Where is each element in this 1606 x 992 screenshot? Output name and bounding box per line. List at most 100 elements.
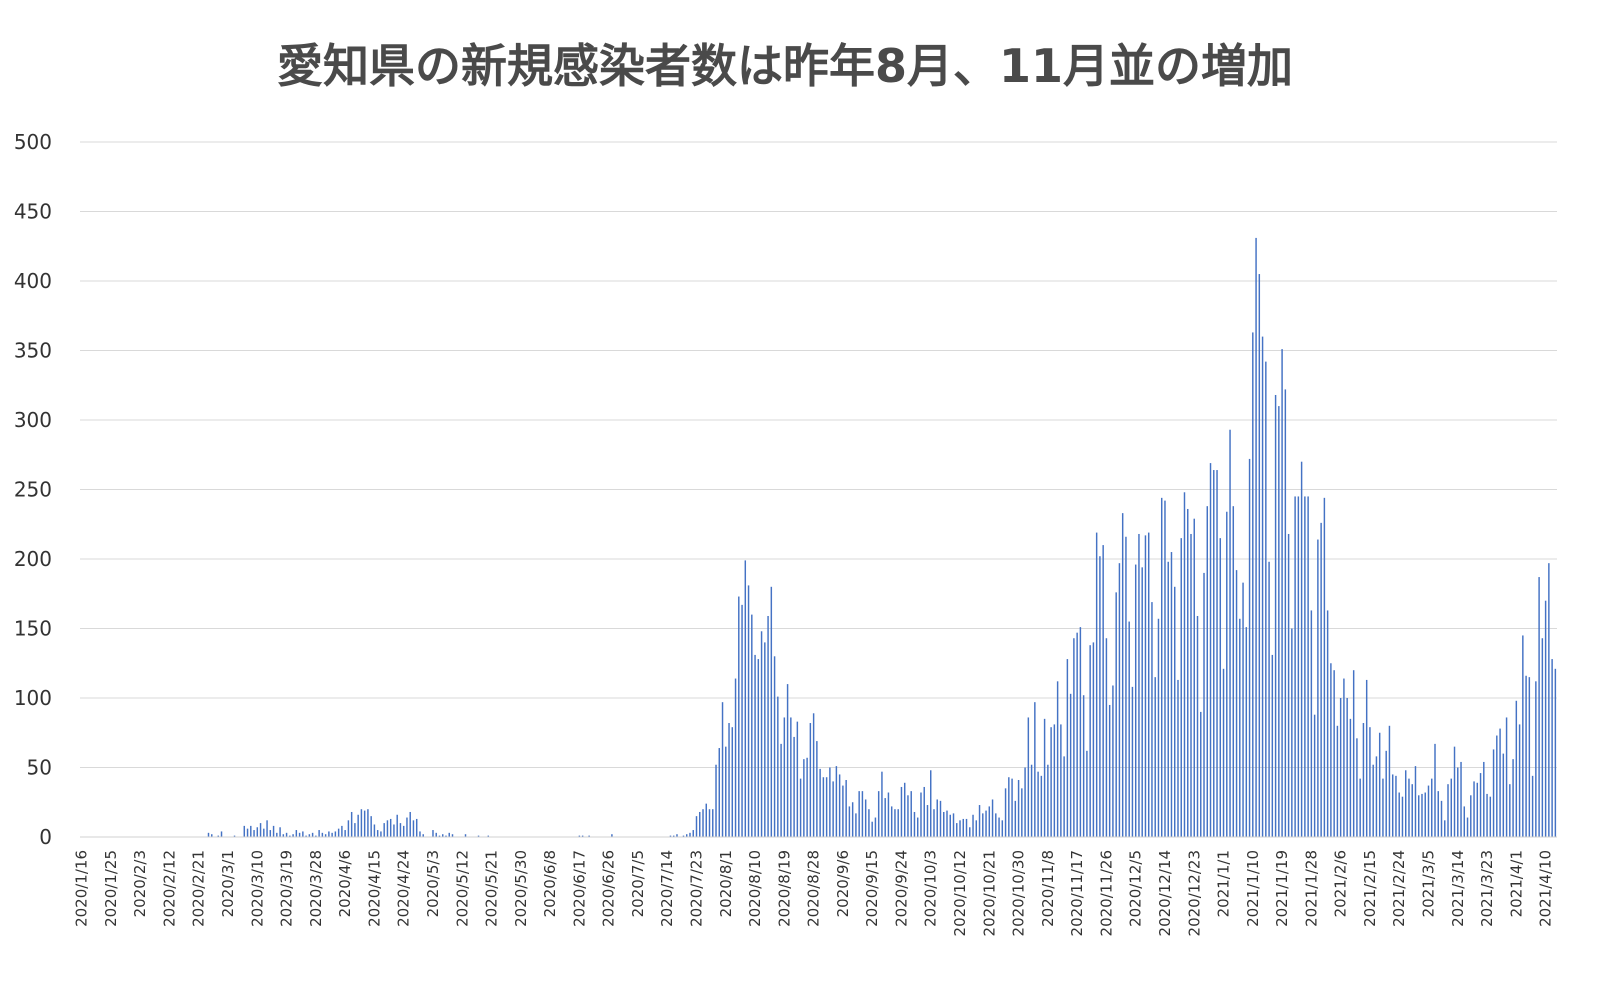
- bar: [220, 831, 223, 837]
- bar: [920, 792, 922, 837]
- bar: [1248, 458, 1251, 837]
- bar: [969, 827, 971, 837]
- bar: [1512, 759, 1514, 837]
- bar: [1372, 764, 1374, 837]
- x-tick-label: 2020/6/8: [541, 850, 559, 917]
- x-tick-label: 2020/5/3: [424, 850, 442, 917]
- bar: [1541, 638, 1544, 837]
- bar: [699, 811, 701, 837]
- bar: [207, 832, 210, 837]
- bar: [1307, 496, 1309, 837]
- bar: [1037, 771, 1039, 837]
- x-tick-label: 2020/8/1: [717, 850, 735, 917]
- bar: [1242, 582, 1244, 837]
- bar: [1297, 496, 1300, 837]
- y-tick-label: 50: [27, 756, 52, 780]
- y-tick-label: 400: [14, 269, 52, 293]
- bar: [1473, 781, 1475, 837]
- bar: [1444, 820, 1446, 837]
- bar: [1278, 406, 1280, 837]
- bar: [1411, 784, 1413, 837]
- bar: [1287, 533, 1290, 837]
- bar: [1499, 728, 1501, 837]
- bar: [383, 823, 385, 837]
- bar: [324, 834, 327, 837]
- bar: [1356, 738, 1358, 837]
- bar: [1157, 618, 1160, 837]
- bar: [1323, 497, 1326, 837]
- bar: [1099, 556, 1101, 837]
- bar: [1339, 698, 1342, 837]
- bar: [946, 810, 948, 837]
- x-tick-label: 2020/4/15: [365, 850, 383, 927]
- bar: [1206, 506, 1208, 837]
- bar: [1352, 670, 1355, 837]
- bar: [1082, 695, 1085, 837]
- bar: [975, 820, 978, 837]
- bar: [744, 560, 747, 837]
- bar: [991, 799, 994, 837]
- bar: [1138, 533, 1140, 837]
- bar: [1463, 806, 1466, 837]
- bar: [487, 835, 490, 837]
- bar: [1180, 538, 1182, 837]
- bar: [1144, 535, 1147, 837]
- bar: [1105, 638, 1108, 837]
- x-tick-label: 2020/9/6: [834, 850, 852, 917]
- bar: [1375, 756, 1378, 837]
- bar: [874, 817, 877, 837]
- bar: [1408, 778, 1410, 837]
- bar: [689, 832, 691, 837]
- bar: [373, 824, 376, 837]
- bar: [217, 835, 219, 837]
- bar: [799, 778, 802, 837]
- bar: [956, 823, 958, 837]
- bar: [933, 809, 935, 837]
- bar: [1229, 429, 1231, 837]
- bar: [1040, 775, 1043, 837]
- bar: [1365, 679, 1368, 837]
- x-tick-label: 2021/2/24: [1390, 850, 1408, 927]
- bar: [1518, 724, 1521, 837]
- bar: [305, 835, 307, 837]
- bar: [347, 820, 350, 837]
- bar: [1160, 497, 1163, 837]
- bar: [1505, 717, 1508, 837]
- bar: [702, 809, 704, 837]
- x-tick-label: 2020/5/21: [483, 850, 501, 927]
- bar: [851, 802, 854, 837]
- bar: [1440, 800, 1443, 837]
- bar: [1164, 500, 1166, 837]
- bar: [770, 586, 773, 837]
- bar: [1245, 627, 1248, 837]
- bar: [1479, 773, 1482, 837]
- bar: [272, 825, 275, 837]
- bar: [344, 830, 346, 837]
- x-tick-label: 2020/11/17: [1068, 850, 1086, 936]
- bar: [959, 820, 961, 837]
- bar: [812, 713, 815, 837]
- bar: [926, 805, 929, 837]
- bar: [949, 814, 951, 837]
- bar: [939, 800, 942, 837]
- bar: [1281, 349, 1283, 837]
- bar: [829, 767, 831, 837]
- bar: [1317, 539, 1319, 837]
- bar: [1134, 564, 1137, 837]
- bar: [1271, 654, 1274, 837]
- bar: [790, 717, 792, 837]
- bar: [721, 702, 724, 837]
- bar: [396, 814, 398, 837]
- bar: [1193, 518, 1195, 837]
- x-tick-label: 2020/3/28: [307, 850, 325, 927]
- x-tick-label: 2020/11/8: [1039, 850, 1057, 927]
- bar: [988, 806, 991, 837]
- bar: [1378, 732, 1381, 837]
- bar: [1213, 470, 1215, 837]
- y-tick-label: 0: [39, 825, 52, 849]
- x-tick-label: 2020/2/3: [131, 850, 149, 917]
- bar: [1359, 778, 1361, 837]
- bar: [1457, 767, 1459, 837]
- x-tick-label: 2020/12/14: [1156, 850, 1174, 936]
- gridlines: [80, 141, 1557, 768]
